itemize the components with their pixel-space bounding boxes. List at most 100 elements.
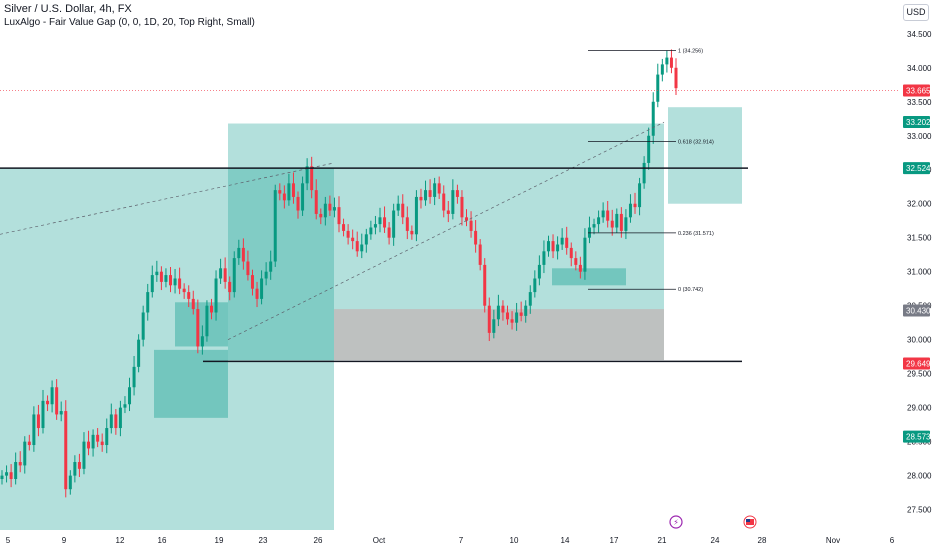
candle-body — [660, 64, 664, 75]
candle-body — [601, 210, 605, 218]
candle-body — [355, 241, 359, 252]
candle-body — [173, 278, 177, 286]
candle-body — [496, 305, 500, 320]
fvg-box — [552, 268, 626, 286]
candle-body — [219, 268, 223, 279]
x-tick-label: 7 — [459, 536, 464, 545]
candle-body — [82, 441, 86, 469]
candle-body — [200, 336, 204, 347]
candle-body — [287, 183, 291, 201]
candle-body — [483, 264, 487, 306]
candle-body — [633, 203, 637, 208]
fvg-box — [154, 349, 228, 418]
candle-body — [419, 196, 423, 201]
candle-body — [410, 230, 414, 235]
fib-level-label: 0.236 (31.571) — [678, 231, 714, 237]
candle-body — [442, 193, 446, 211]
price-label: 28.573 — [906, 433, 931, 442]
candle-body — [55, 387, 59, 415]
candle-body — [96, 434, 100, 442]
lightning-icon: ⚡ — [673, 518, 679, 527]
candle-body — [73, 462, 77, 476]
candle-body — [310, 166, 314, 191]
candle-body — [424, 190, 428, 201]
candle-body — [328, 203, 332, 211]
candle-body — [77, 462, 81, 469]
price-label-bg — [903, 84, 930, 97]
zone-demand — [228, 123, 664, 361]
candle-body — [560, 237, 564, 245]
candle-body — [155, 271, 159, 276]
candle-body — [296, 196, 300, 211]
candle-body — [396, 203, 400, 211]
price-label: 33.202 — [906, 118, 931, 127]
candle-body — [87, 441, 91, 449]
x-tick-label: 12 — [116, 536, 125, 545]
candle-body — [360, 244, 364, 252]
candle-body — [278, 190, 282, 194]
candle-body — [506, 312, 509, 320]
x-tick-label: Nov — [826, 536, 840, 545]
candle-body — [169, 275, 172, 286]
candle-body — [546, 241, 550, 252]
candle-body — [665, 57, 669, 65]
candle-body — [337, 207, 341, 225]
candle-body — [533, 278, 537, 293]
candle-body — [647, 135, 651, 163]
x-tick-label: 10 — [510, 536, 519, 545]
y-tick-label: 29.000 — [907, 404, 932, 413]
x-tick-label: 21 — [658, 536, 667, 545]
candle-body — [519, 312, 523, 316]
candle-body — [214, 278, 218, 313]
candle-body — [91, 434, 95, 449]
candle-body — [556, 244, 560, 252]
candle-body — [223, 268, 227, 282]
candle-body — [250, 275, 254, 289]
candle-body — [205, 305, 209, 337]
candle-body — [346, 230, 350, 238]
x-tick-label: 17 — [610, 536, 619, 545]
fib-level-label: 0 (30.742) — [678, 287, 703, 293]
candle-body — [232, 258, 236, 293]
candle-body — [414, 196, 418, 235]
fib-level-label: 0.618 (32.914) — [678, 140, 714, 146]
candle-body — [565, 237, 569, 248]
y-tick-label: 31.500 — [907, 234, 932, 243]
candle-body — [255, 288, 259, 299]
candle-body — [428, 190, 432, 197]
candle-body — [487, 305, 491, 333]
candle-body — [291, 183, 295, 197]
candle-body — [378, 217, 382, 225]
y-tick-label: 33.000 — [907, 132, 932, 141]
candle-body — [455, 190, 459, 197]
y-tick-label: 29.500 — [907, 370, 932, 379]
candle-body — [209, 305, 213, 313]
candle-body — [651, 101, 655, 136]
candle-body — [27, 441, 31, 446]
candle-body — [387, 227, 391, 238]
candle-body — [610, 220, 614, 228]
x-tick-label: 28 — [758, 536, 767, 545]
candle-body — [50, 387, 54, 405]
time-axis: 5 9 12 16 19 23 26 Oct 7 10 14 17 21 24 28 Nov 6 ⚡ — [6, 515, 895, 545]
currency-button[interactable]: USD — [903, 4, 929, 21]
flag-icon — [746, 519, 750, 522]
candle-body — [159, 271, 163, 282]
fib-level-label: 1 (34.256) — [678, 48, 703, 54]
candle-body — [578, 264, 582, 272]
candle-body — [59, 411, 63, 415]
candle-body — [524, 305, 528, 316]
candle-body — [642, 162, 646, 184]
price-label-bg — [903, 116, 930, 129]
candle-body — [542, 251, 546, 265]
candle-body — [137, 339, 141, 367]
candles-layer — [0, 49, 678, 498]
lightning-icon — [669, 515, 683, 529]
candle-body — [301, 183, 305, 211]
candle-body — [433, 183, 437, 197]
candle-body — [164, 275, 168, 282]
candle-body — [619, 213, 623, 231]
candle-body — [551, 241, 555, 252]
candle-body — [615, 213, 619, 228]
